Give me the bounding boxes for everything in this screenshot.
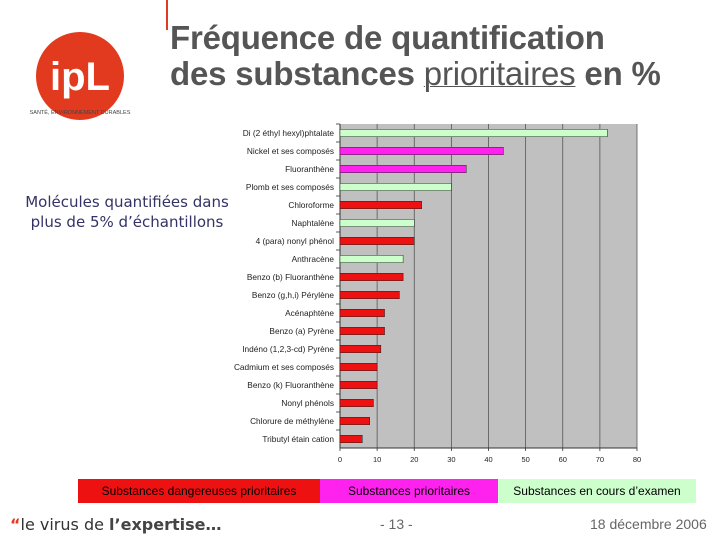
category-label: Nickel et ses composés — [247, 146, 334, 156]
footer-tagline-a: le virus de — [20, 515, 110, 534]
legend-review: Substances en cours d’examen — [498, 479, 696, 503]
footer-tagline: “le virus de l’expertise… — [10, 515, 221, 534]
footer — [0, 510, 720, 540]
legend-priority-label: Substances prioritaires — [347, 484, 471, 498]
page-number: - 13 - — [380, 516, 413, 532]
bar — [339, 255, 404, 263]
footer-date: 18 décembre 2006 — [590, 516, 707, 532]
category-label: 4 (para) nonyl phénol — [256, 236, 335, 246]
x-tick-label: 50 — [521, 455, 529, 464]
logo-text: ipL — [50, 55, 110, 99]
legend-dangerous: Substances dangereuses prioritaires — [78, 479, 320, 503]
bar — [339, 327, 385, 335]
bar — [339, 291, 400, 299]
bar — [339, 309, 385, 317]
title-line-2: des substances prioritaires en % — [170, 56, 718, 92]
page-title: Fréquence de quantification des substanc… — [170, 20, 718, 92]
bar — [339, 417, 370, 425]
category-label: Chlorure de méthylène — [250, 416, 334, 426]
title-line-2-a: des substances — [170, 55, 424, 92]
x-tick-labels: 0 10 20 30 40 50 60 70 80 — [338, 448, 641, 464]
side-note: Molécules quantifiées dans plus de 5% d’… — [25, 193, 229, 231]
category-label: Naphtalène — [292, 218, 335, 228]
category-label: Fluoranthène — [285, 164, 334, 174]
x-tick-label: 60 — [559, 455, 567, 464]
legend-review-label: Substances en cours d’examen — [513, 484, 681, 498]
title-line-2-b: en % — [575, 55, 661, 92]
bar — [339, 237, 415, 245]
bar — [339, 201, 422, 209]
category-label: Nonyl phénols — [281, 398, 334, 408]
legend-dangerous-label: Substances dangereuses prioritaires — [101, 484, 297, 498]
category-labels: Di (2 éthyl hexyl)phtalate Nickel et ses … — [234, 128, 334, 444]
bar — [339, 183, 452, 191]
category-label: Benzo (b) Fluoranthène — [247, 272, 335, 282]
x-tick-label: 70 — [596, 455, 604, 464]
x-tick-label: 10 — [373, 455, 381, 464]
category-label: Benzo (g,h,i) Pérylène — [252, 290, 334, 300]
category-label: Anthracène — [292, 254, 335, 264]
bar — [339, 273, 404, 281]
category-label: Chloroforme — [288, 200, 334, 210]
title-accent-bar — [166, 0, 168, 30]
footer-quote-mark: “ — [10, 515, 21, 534]
bar — [339, 435, 363, 443]
title-underlined-word: prioritaires — [423, 55, 576, 92]
bar — [339, 147, 504, 155]
category-label: Acénaphtène — [285, 308, 334, 318]
category-label: Plomb et ses composés — [246, 182, 334, 192]
bar — [339, 399, 374, 407]
bar — [339, 165, 467, 173]
x-tick-label: 20 — [410, 455, 418, 464]
ipl-logo: ipL SANTÉ, ENVIRONNEMENT DURABLES — [30, 32, 131, 120]
bar — [339, 363, 378, 371]
x-tick-label: 40 — [484, 455, 492, 464]
footer-tagline-b: l’expertise… — [109, 515, 222, 534]
category-label: Benzo (k) Fluoranthène — [247, 380, 334, 390]
logo-subtitle: SANTÉ, ENVIRONNEMENT DURABLES — [30, 109, 131, 116]
category-label: Di (2 éthyl hexyl)phtalate — [243, 128, 335, 138]
x-tick-label: 30 — [447, 455, 455, 464]
category-label: Tributyl étain cation — [262, 434, 334, 444]
logo-circle — [36, 32, 124, 120]
x-tick-label: 80 — [633, 455, 641, 464]
category-label: Cadmium et ses composés — [234, 362, 334, 372]
category-label: Benzo (a) Pyrène — [269, 326, 334, 336]
bar — [339, 129, 608, 137]
category-label: Indéno (1,2,3-cd) Pyrène — [242, 344, 334, 354]
bar — [339, 219, 415, 227]
legend-priority: Substances prioritaires — [320, 479, 498, 503]
x-tick-label: 0 — [338, 455, 342, 464]
plot-area — [336, 123, 638, 449]
title-line-1: Fréquence de quantification — [170, 19, 605, 56]
bar — [339, 381, 378, 389]
bar — [339, 345, 382, 353]
